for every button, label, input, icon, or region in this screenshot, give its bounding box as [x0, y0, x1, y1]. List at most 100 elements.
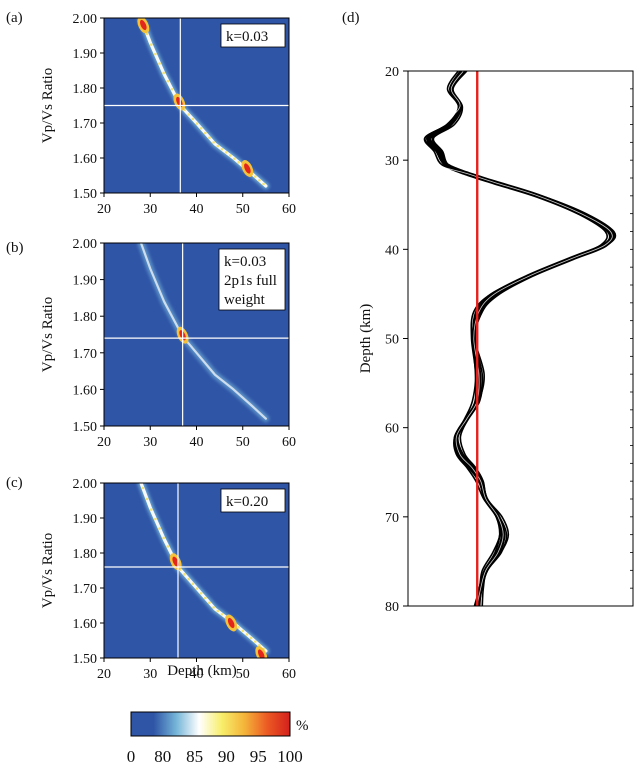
- y-tick-label: 1.80: [73, 310, 98, 325]
- x-tick-label: 40: [190, 667, 204, 682]
- ridge-speckle: [203, 131, 207, 135]
- peak-core: [172, 556, 179, 567]
- ridge-speckle: [199, 126, 203, 130]
- ridge-speckle: [203, 596, 207, 600]
- ridge-speckle: [145, 497, 149, 501]
- y-axis-label: Vp/Vs Ratio: [40, 533, 56, 608]
- colorbar-ticks: 0 80 85 90 95 100: [127, 747, 303, 766]
- colorbar-tick-label: 90: [218, 747, 235, 766]
- y-tick-label: 2.00: [73, 237, 98, 252]
- ridge-speckle: [149, 43, 153, 46]
- ridge-speckle: [262, 182, 265, 186]
- ridge-speckle: [195, 587, 199, 590]
- heatmap-panel: k=0.03 1.50 1.60 1.70 1.80 1.90 2.00 20 30 40 50 60…: [40, 12, 296, 217]
- peak-core: [227, 617, 235, 629]
- colorbar-tick-label: 95: [250, 747, 267, 766]
- y-tick-label: 1.80: [73, 547, 98, 562]
- ridge-speckle: [245, 633, 249, 636]
- x-tick-label: 60: [282, 667, 296, 682]
- ridge-speckle: [170, 88, 174, 91]
- y-tick-label: 1.70: [73, 347, 98, 362]
- ridge-speckle: [208, 136, 211, 139]
- bootstrap-trace: [428, 71, 614, 606]
- x-tick-label: 20: [97, 435, 111, 450]
- ridge-speckle: [154, 517, 157, 521]
- y-axis-label: Depth (km): [358, 304, 374, 374]
- colorbar-gradient: [130, 711, 291, 737]
- y-tick-label: 2.00: [73, 477, 98, 492]
- x-tick-label: 30: [143, 667, 157, 682]
- ridge-speckle: [241, 629, 245, 633]
- probability-ridge: [139, 243, 267, 420]
- colorbar-tick-label: 100: [277, 747, 303, 766]
- ridge-speckle: [195, 122, 199, 125]
- colorbar-tick-label: 85: [186, 747, 203, 766]
- panel-label-b: (b): [6, 240, 24, 256]
- bootstrap-trace: [429, 71, 616, 606]
- x-tick-label: 30: [143, 202, 157, 217]
- y-tick-label: 1.90: [73, 512, 98, 527]
- y-tick-label: 30: [385, 154, 399, 169]
- ridge-speckle: [233, 157, 236, 161]
- colorbar-unit: %: [296, 718, 309, 734]
- ridge-speckle: [187, 113, 190, 116]
- y-tick-label: 40: [385, 243, 399, 258]
- bootstrap-trace: [427, 71, 614, 606]
- annotation-box: [218, 248, 286, 311]
- x-tick-label: 60: [282, 202, 296, 217]
- annotation-box: [220, 488, 286, 513]
- peak-core: [140, 19, 147, 31]
- ridge-speckle: [212, 141, 215, 144]
- ridge-speckle: [191, 117, 195, 121]
- panel-d-receiver-function: 20 30 40 50 60 70 80 Depth (km): [358, 65, 634, 615]
- ridge-speckle: [253, 175, 257, 178]
- bootstrap-trace: [431, 71, 617, 606]
- ridge-speckle: [154, 52, 157, 56]
- y-tick-label: 20: [385, 65, 399, 80]
- bootstrap-trace: [424, 71, 611, 606]
- y-tick-label: 1.90: [73, 274, 98, 289]
- ridge-speckle: [228, 154, 232, 157]
- ridge-speckle: [183, 573, 186, 576]
- bootstrap-trace: [427, 71, 613, 606]
- heatmap-panel: k=0.20 1.50 1.60 1.70 1.80 1.90 2.00 20 30 40 50 60…: [40, 477, 296, 682]
- x-tick-label: 40: [190, 435, 204, 450]
- y-tick-label: 1.60: [73, 617, 98, 632]
- colorbar-tick-label: 0: [127, 747, 136, 766]
- ridge-speckle: [224, 151, 228, 154]
- y-tick-label: 2.00: [73, 12, 98, 27]
- panel-label-d: (d): [342, 10, 360, 26]
- ridge-speckle: [258, 178, 261, 182]
- ridge-speckle: [158, 527, 161, 530]
- ridge-speckle: [187, 577, 190, 581]
- y-tick-label: 50: [385, 333, 399, 348]
- x-tick-label: 20: [97, 667, 111, 682]
- ridge-speckle: [162, 536, 165, 540]
- ridge-speckle: [237, 626, 240, 629]
- ridge-speckle: [149, 508, 153, 511]
- ridge-speckle: [253, 640, 257, 643]
- x-tick-label: 50: [236, 202, 250, 217]
- y-tick-label: 1.50: [73, 420, 98, 435]
- peak-core: [257, 649, 265, 658]
- bootstrap-trace: [423, 71, 608, 606]
- trace-highlight: [419, 71, 613, 606]
- ridge-speckle: [216, 609, 220, 613]
- x-tick-label: 60: [282, 435, 296, 450]
- ridge-speckle: [141, 486, 145, 490]
- ridge-speckle: [158, 62, 161, 65]
- y-tick-label: 80: [385, 600, 399, 615]
- ridge-speckle: [249, 636, 253, 640]
- colorbar-tick-label: 80: [154, 747, 171, 766]
- heatmap-panel: k=0.03 2p1s full weight 1.50 1.60 1.70 1.80 1.9…: [40, 237, 296, 450]
- ridge-speckle: [166, 545, 170, 548]
- x-tick-label: 30: [143, 435, 157, 450]
- y-tick-label: 1.60: [73, 383, 98, 398]
- ridge-speckle: [237, 161, 240, 164]
- annotation-text: weight: [224, 292, 266, 308]
- annotation-box: [220, 23, 286, 48]
- bootstrap-trace: [432, 71, 616, 606]
- ridge-speckle: [208, 601, 211, 604]
- y-tick-label: 1.70: [73, 117, 98, 132]
